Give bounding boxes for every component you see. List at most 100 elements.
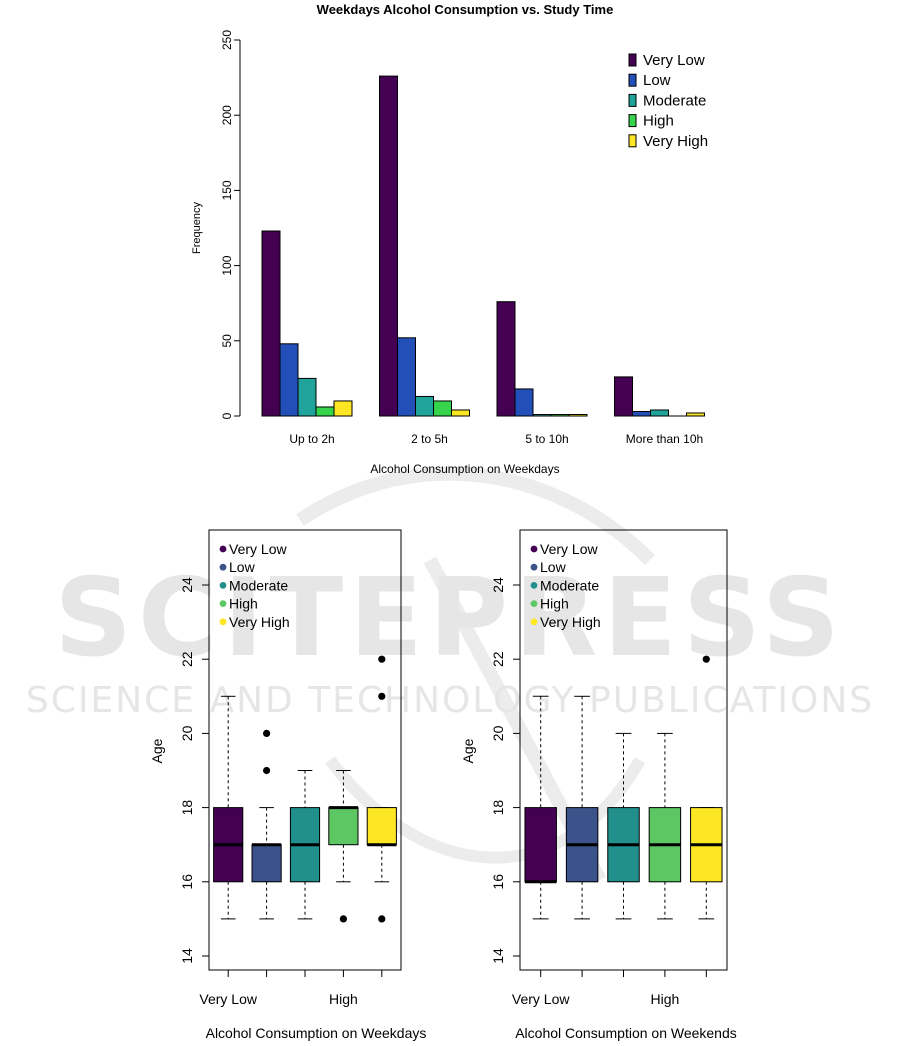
bar [433, 400, 452, 417]
bar-chart-category-labels: Up to 2h 2 to 5h 5 to 10h More than 10h [289, 432, 703, 446]
box-x-tick-label: Very Low [199, 991, 257, 1007]
bar [279, 343, 299, 417]
legend-label: Low [540, 559, 567, 575]
legend-dot [530, 545, 538, 553]
legend-label: Very Low [643, 52, 705, 69]
box-outlier [263, 766, 271, 775]
box-y-tick-label: 20 [179, 725, 195, 741]
boxplot-weekdays-ylabel: Age [149, 738, 165, 763]
bar-y-tick-label: 250 [220, 30, 234, 50]
legend-label: Low [229, 559, 256, 575]
bar [397, 337, 416, 417]
box-y-tick-label: 18 [179, 800, 195, 816]
bar-y-tick-label: 100 [220, 255, 234, 275]
box-y-tick-label: 24 [179, 577, 195, 593]
legend-label: High [229, 596, 258, 612]
watermark: SCITEPRESS SCIENCE AND TECHNOLOGY PUBLIC… [26, 466, 874, 884]
legend-label: Low [643, 72, 671, 89]
bar-y-tick-label: 200 [220, 105, 234, 125]
box-y-tick-label: 14 [490, 948, 506, 964]
box-x-tick-label: High [651, 991, 680, 1007]
boxplot-weekdays-xlabel: Alcohol Consumption on Weekdays [206, 1025, 427, 1041]
boxplot-weekends-boxes [524, 655, 723, 920]
bar [496, 301, 516, 417]
bar [297, 377, 317, 417]
bar [315, 406, 335, 417]
legend-label: Very High [643, 133, 708, 150]
boxplot-weekends: Age Alcohol Consumption on Weekends 14 16… [460, 529, 737, 1041]
box-y-tick-label: 24 [490, 577, 506, 593]
box-y-tick-label: 22 [179, 651, 195, 667]
legend-label: Very High [229, 614, 290, 630]
bar-chart-xlabel: Alcohol Consumption on Weekdays [370, 462, 559, 476]
boxplot-weekends-xlabel: Alcohol Consumption on Weekends [515, 1025, 737, 1041]
bar [550, 413, 570, 417]
boxplot-weekends-ylabel: Age [460, 738, 476, 763]
bar-chart-y-axis: 0 50 100 150 200 250 [220, 30, 241, 419]
legend-dot [219, 545, 227, 553]
boxplot-weekends-legend: Very Low Low Moderate High Very High [530, 541, 601, 630]
legend-label: High [540, 596, 569, 612]
box-outlier [263, 729, 271, 738]
bar [261, 230, 281, 417]
legend-dot [219, 563, 227, 571]
legend-label: Moderate [540, 577, 599, 593]
legend-label: Moderate [229, 577, 288, 593]
bar-category-label: Up to 2h [289, 432, 334, 446]
bar-category-label: 2 to 5h [411, 432, 448, 446]
bar [379, 75, 398, 417]
legend-swatch [628, 134, 637, 148]
bar-y-tick-label: 0 [220, 412, 234, 419]
legend-label: Very Low [540, 541, 598, 557]
bar [686, 412, 705, 417]
boxplot-weekdays-legend: Very Low Low Moderate High Very High [219, 541, 290, 630]
legend-dot [219, 582, 227, 589]
legend-dot [530, 582, 538, 589]
legend-dot [219, 600, 227, 607]
legend-dot [219, 618, 227, 626]
bar [415, 395, 434, 417]
box-outlier [378, 692, 386, 700]
bar-chart-title: Weekdays Alcohol Consumption vs. Study T… [317, 2, 614, 17]
box-y-tick-label: 16 [490, 874, 506, 890]
box-iqr [328, 807, 359, 846]
watermark-tagline: SCIENCE AND TECHNOLOGY PUBLICATIONS [26, 680, 874, 721]
box-outlier [702, 655, 710, 663]
box-y-tick-label: 18 [490, 800, 506, 816]
legend-dot [530, 600, 538, 607]
boxplot-weekdays: Age Alcohol Consumption on Weekdays 14 16… [149, 529, 427, 1041]
bar [451, 409, 470, 417]
box-iqr [524, 807, 557, 883]
bar [333, 400, 353, 417]
bar [532, 413, 552, 417]
legend-label: Moderate [643, 92, 706, 109]
legend-swatch [628, 73, 637, 87]
legend-dot [530, 618, 538, 626]
box-y-tick-label: 20 [490, 725, 506, 741]
box-outlier [339, 915, 347, 923]
bar-chart: Weekdays Alcohol Consumption vs. Study T… [191, 2, 708, 476]
bar-chart-legend: Very Low Low Moderate High Very High [628, 52, 708, 150]
legend-dot [530, 563, 538, 571]
boxplot-weekdays-y-axis: 14 16 18 20 22 24 [179, 577, 210, 964]
box-y-tick-label: 16 [179, 874, 195, 890]
box-y-tick-label: 22 [490, 651, 506, 667]
bar-chart-ylabel: Frequency [191, 202, 203, 254]
boxplot-weekdays-x-axis: Very Low High [199, 969, 383, 1007]
box-y-tick-label: 14 [179, 948, 195, 964]
bar [632, 410, 651, 417]
bar-category-label: 5 to 10h [525, 432, 568, 446]
legend-label: High [643, 113, 674, 130]
legend-label: Very Low [229, 541, 287, 557]
boxplot-weekends-y-axis: 14 16 18 20 22 24 [490, 577, 521, 964]
box-x-tick-label: High [329, 991, 358, 1007]
bar [614, 376, 633, 417]
box-outlier [378, 915, 386, 923]
box-outlier [378, 655, 386, 663]
bar-y-tick-label: 50 [220, 334, 234, 348]
bar-category-label: More than 10h [626, 432, 703, 446]
bar [514, 388, 534, 417]
box-iqr [251, 844, 282, 883]
box-x-tick-label: Very Low [512, 991, 570, 1007]
